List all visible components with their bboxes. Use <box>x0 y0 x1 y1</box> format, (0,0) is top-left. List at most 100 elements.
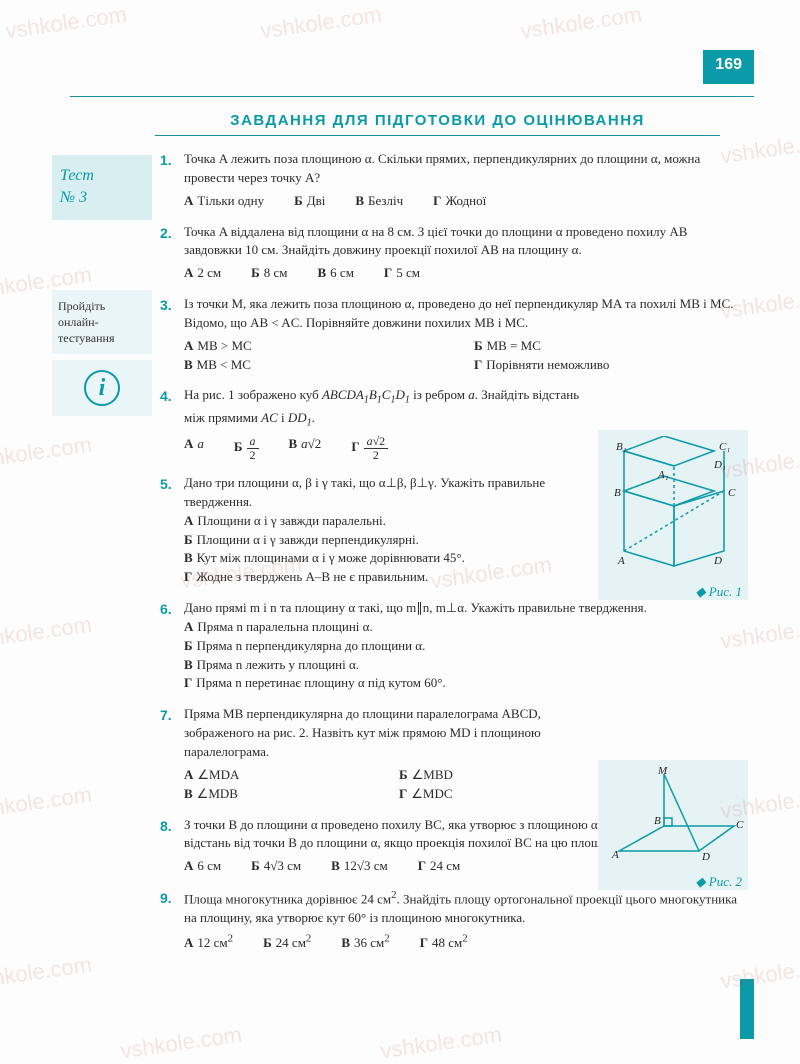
option-text: MB = MC <box>487 338 541 353</box>
footer-accent-bar <box>740 979 754 1039</box>
option-А: А12 см2 <box>184 932 233 953</box>
option-Г: Г ∠MDC <box>399 785 564 804</box>
question-number: 6. <box>160 599 184 693</box>
option-label: В <box>184 786 193 801</box>
question-number: 9. <box>160 888 184 953</box>
option-text: Пряма n перетинає площину α під кутом 60… <box>196 675 445 690</box>
option-label: А <box>184 935 193 950</box>
option-text: 6 см <box>197 858 221 873</box>
question-text: Із точки M, яка лежить поза площиною α, … <box>184 295 744 333</box>
option-label: В <box>184 657 193 672</box>
watermark: vshkole.com <box>0 432 93 475</box>
cube-diagram: B₁ C₁ A₁ D₁ B C A D <box>604 436 744 576</box>
question-number: 4. <box>160 386 184 462</box>
option-label: Б <box>294 193 303 208</box>
watermark: vshkole.com <box>4 2 129 45</box>
option-text: ∠MDA <box>197 767 239 782</box>
option-text: Пряма n лежить у площині α. <box>197 657 359 672</box>
question-body: Пряма MB перпендикулярна до площини пара… <box>184 705 594 803</box>
question-3: 3.Із точки M, яка лежить поза площиною α… <box>160 295 744 374</box>
svg-text:D: D <box>713 555 722 567</box>
question-body: Точка A віддалена від площини α на 8 см.… <box>184 223 744 284</box>
option-Б: Б 4√3 см <box>251 857 301 876</box>
option-А: АMB > MC <box>184 337 424 356</box>
option-text: 4√3 см <box>264 858 301 873</box>
question-text: Точка A лежить поза площиною α. Скільки … <box>184 150 744 188</box>
watermark: vshkole.com <box>519 2 644 45</box>
option-text: MB > MC <box>197 338 251 353</box>
option-text: Дві <box>307 193 326 208</box>
option-А: А2 см <box>184 264 221 283</box>
option-text: Тільки одну <box>197 193 264 208</box>
option-В: ВMB < MC <box>184 356 424 375</box>
test-label-box: Тест № 3 <box>52 155 152 220</box>
watermark: vshkole.com <box>0 952 93 995</box>
question-text: Площа многокутника дорівнює 24 см2. Знай… <box>184 888 744 928</box>
option-Б: БПлощини α і γ завжди перпендикулярні. <box>184 531 564 550</box>
option-Г: ГЖодної <box>433 192 486 211</box>
option-label: Б <box>474 338 483 353</box>
option-label: Б <box>251 265 260 280</box>
question-number: 2. <box>160 223 184 284</box>
svg-text:C₁: C₁ <box>719 441 730 453</box>
options: А∠MDAБ∠MBDВ∠MDBГ∠MDC <box>184 766 594 804</box>
option-label: Г <box>399 786 407 801</box>
option-label: В <box>318 265 327 280</box>
option-А: Аa <box>184 435 204 462</box>
option-text: Порівняти неможливо <box>486 357 609 372</box>
option-label: Г <box>184 569 192 584</box>
option-text: ∠MDC <box>411 786 452 801</box>
watermark: vshkole.com <box>259 2 384 45</box>
page-number: 169 <box>703 50 754 84</box>
question-number: 7. <box>160 705 184 803</box>
option-Г: Г48 см2 <box>420 932 468 953</box>
option-text: 5 см <box>396 265 420 280</box>
svg-text:A₁: A₁ <box>657 469 669 481</box>
question-body: Дано прямі m і n та площину α такі, що m… <box>184 599 744 693</box>
parallelogram-diagram: M A B C D <box>604 766 744 866</box>
option-label: В <box>355 193 364 208</box>
option-А: АТільки одну <box>184 192 264 211</box>
svg-text:D: D <box>701 851 710 863</box>
svg-text:B₁: B₁ <box>616 441 627 453</box>
option-label: Б <box>399 767 408 782</box>
question-text: Точка A віддалена від площини α на 8 см.… <box>184 223 744 261</box>
svg-text:A: A <box>617 555 625 567</box>
options: А12 см2 Б 24 см2 В36 см2 Г48 см2 <box>184 932 744 953</box>
option-А: АПлощини α і γ завжди паралельні. <box>184 512 564 531</box>
option-label: В <box>184 550 193 565</box>
option-text: 24 см <box>430 858 460 873</box>
option-text: Кут між площинами α і γ може дорівнювати… <box>197 550 465 565</box>
info-icon: i <box>84 370 120 406</box>
option-label: Б <box>251 858 260 873</box>
option-label: Б <box>263 935 272 950</box>
sidebar-note: Пройдіть онлайн-тестування <box>52 290 152 355</box>
option-text: a√22 <box>364 439 389 454</box>
option-label: В <box>289 436 298 451</box>
question-6: 6.Дано прямі m і n та площину α такі, що… <box>160 599 744 693</box>
option-В: В12√3 см <box>331 857 388 876</box>
option-В: ВБезліч <box>355 192 403 211</box>
option-А: А6 см <box>184 857 221 876</box>
test-label-line2: № 3 <box>60 187 144 209</box>
option-В: В36 см2 <box>341 932 389 953</box>
svg-text:C: C <box>736 819 744 831</box>
options: АaБa2Вa√2Гa√22 <box>184 435 594 462</box>
question-body: Площа многокутника дорівнює 24 см2. Знай… <box>184 888 744 953</box>
figure-2: M A B C D ◆ Рис. 2 <box>598 760 748 890</box>
option-Б: БПряма n перпендикулярна до площини α. <box>184 637 714 656</box>
option-text: 24 см2 <box>276 935 312 950</box>
svg-text:B: B <box>614 487 621 499</box>
question-body: Дано три площини α, β і γ такі, що α⊥β, … <box>184 474 594 587</box>
option-Г: ГЖодне з тверджень А–В не є правильним. <box>184 568 564 587</box>
option-label: А <box>184 513 193 528</box>
question-text: Дано прямі m і n та площину α такі, що m… <box>184 599 744 618</box>
option-text: 36 см2 <box>354 935 390 950</box>
watermark: vshkole.com <box>0 782 93 825</box>
option-Г: Г5 см <box>384 264 420 283</box>
option-Г: Г Пряма n перетинає площину α під кутом 6… <box>184 674 714 693</box>
question-body: На рис. 1 зображено куб ABCDA1B1C1D1 із … <box>184 386 594 462</box>
option-label: Г <box>184 675 192 690</box>
option-В: В Кут між площинами α і γ може дорівнюват… <box>184 549 564 568</box>
option-text: ∠MDB <box>197 786 238 801</box>
